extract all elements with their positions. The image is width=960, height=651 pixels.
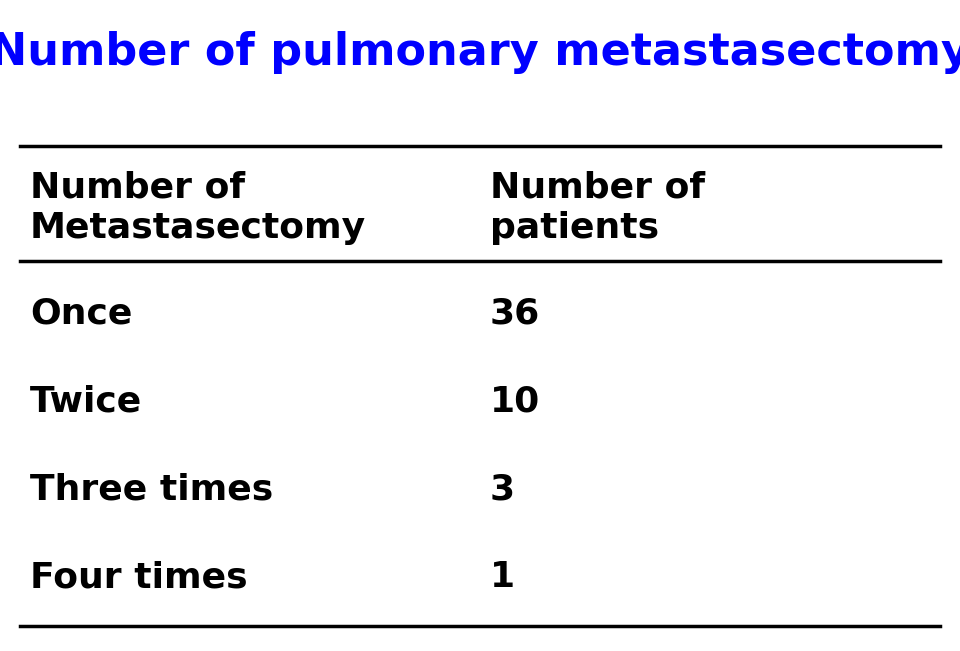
Text: 3: 3 <box>490 472 516 506</box>
Text: Number of: Number of <box>30 171 245 205</box>
Text: patients: patients <box>490 211 660 245</box>
Text: 36: 36 <box>490 296 540 330</box>
Text: Metastasectomy: Metastasectomy <box>30 211 366 245</box>
Text: Number of pulmonary metastasectomy: Number of pulmonary metastasectomy <box>0 31 960 74</box>
Text: 10: 10 <box>490 384 540 418</box>
Text: Three times: Three times <box>30 472 274 506</box>
Text: Once: Once <box>30 296 132 330</box>
Text: Four times: Four times <box>30 560 248 594</box>
Text: Number of: Number of <box>490 171 706 205</box>
Text: 1: 1 <box>490 560 516 594</box>
Text: Twice: Twice <box>30 384 142 418</box>
